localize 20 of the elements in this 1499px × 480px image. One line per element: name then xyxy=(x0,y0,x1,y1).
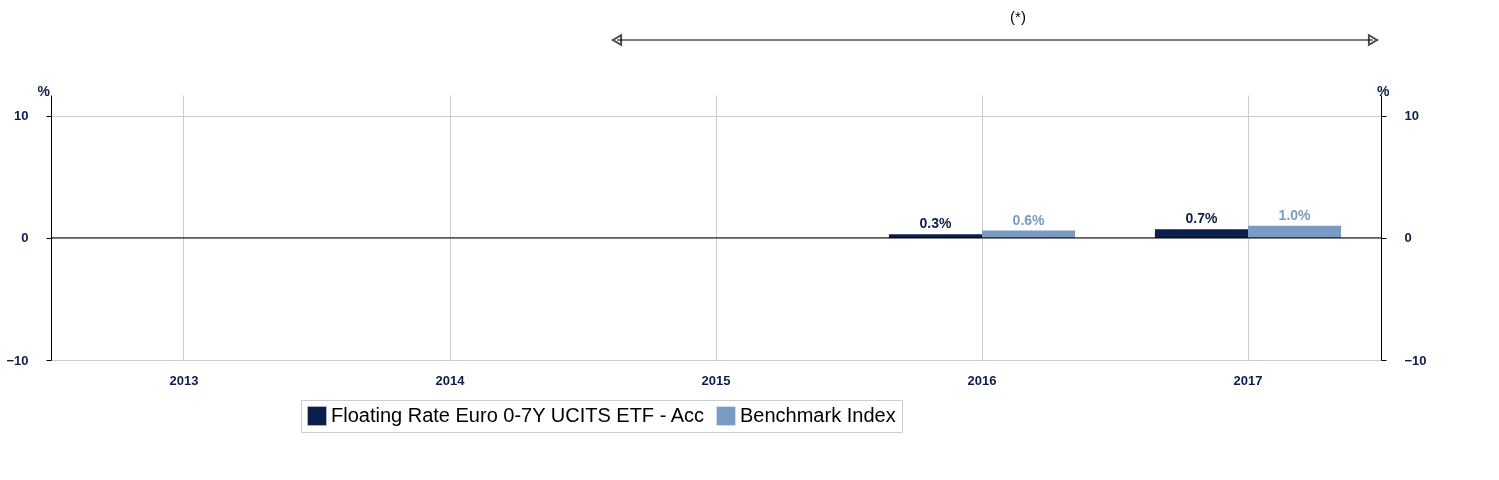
x-tick-label: 2014 xyxy=(435,372,466,388)
legend-label: Floating Rate Euro 0-7Y UCITS ETF - Acc xyxy=(331,404,705,426)
data-label: 0.6% xyxy=(1012,211,1046,228)
data-label: 0.3% xyxy=(919,215,952,232)
data-label: 0.7% xyxy=(1185,210,1218,227)
y-tick-label: 0 xyxy=(21,230,29,246)
x-tick-label: 2017 xyxy=(1233,372,1263,388)
y-axis-title: % xyxy=(37,82,51,99)
x-tick-label: 2013 xyxy=(169,372,199,388)
y-tick-label: −10 xyxy=(6,352,29,368)
legend-label: Benchmark Index xyxy=(740,404,896,426)
y2-tick-label: −10 xyxy=(1404,352,1427,368)
y2-axis-title: % xyxy=(1377,82,1391,99)
y2-tick-label: 0 xyxy=(1404,230,1412,246)
y-tick-label: 10 xyxy=(14,108,29,124)
x-tick-label: 2016 xyxy=(967,372,997,388)
text: (*) xyxy=(1010,8,1026,25)
data-label: 1.0% xyxy=(1278,206,1312,223)
y2-tick-label: 10 xyxy=(1404,108,1419,124)
x-tick-label: 2015 xyxy=(701,372,731,388)
